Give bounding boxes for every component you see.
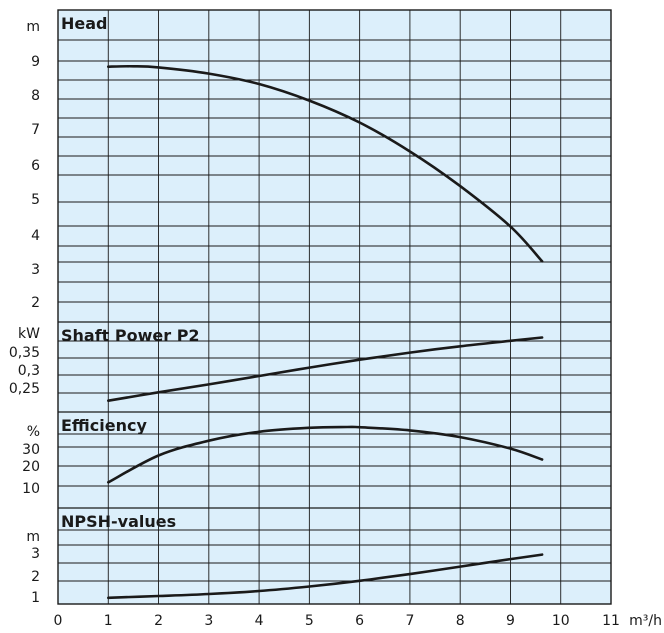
- efficiency-title: Efficiency: [61, 416, 147, 435]
- head-unit-label: m: [26, 19, 40, 35]
- x-tick-label: 11: [602, 613, 620, 629]
- shaft-power-p2-y-tick-label: 0,35: [9, 345, 40, 361]
- efficiency-y-tick-label: 30: [22, 442, 40, 458]
- npsh-values-y-tick-label: 2: [31, 569, 40, 585]
- head-y-tick-label: 2: [31, 295, 40, 311]
- shaft-power-p2-unit-label: kW: [18, 326, 40, 342]
- plot-area: [58, 10, 611, 604]
- x-tick-label: 2: [154, 613, 163, 629]
- head-curve: [107, 64, 544, 263]
- x-tick-label: 8: [456, 613, 465, 629]
- efficiency-unit-label: %: [27, 424, 40, 440]
- npsh-values-unit-label: m: [26, 529, 40, 545]
- efficiency-y-tick-label: 10: [22, 481, 40, 497]
- shaft-power-p2-curve: [107, 336, 544, 402]
- efficiency-y-tick-label: 20: [22, 459, 40, 475]
- head-y-tick-label: 3: [31, 262, 40, 278]
- head-y-tick-label: 7: [31, 122, 40, 138]
- head-y-tick-label: 9: [31, 54, 40, 70]
- x-tick-label: 1: [104, 613, 113, 629]
- x-tick-label: 5: [305, 613, 314, 629]
- shaft-power-p2-y-tick-label: 0,25: [9, 381, 40, 397]
- x-axis-unit: m³/h: [629, 613, 662, 629]
- shaft-power-p2-y-tick-label: 0,3: [18, 363, 40, 379]
- npsh-values-y-tick-label: 1: [31, 590, 40, 606]
- npsh-values-y-tick-label: 3: [31, 546, 40, 562]
- head-y-tick-label: 6: [31, 158, 40, 174]
- x-tick-label: 4: [255, 613, 264, 629]
- shaft-power-p2-title: Shaft Power P2: [61, 326, 200, 345]
- chart-curves: [107, 64, 544, 600]
- x-tick-label: 7: [405, 613, 414, 629]
- chart-grid: [57, 9, 612, 605]
- efficiency-curve: [107, 425, 544, 484]
- npsh-values-title: NPSH-values: [61, 512, 176, 531]
- x-tick-label: 9: [506, 613, 515, 629]
- chart-labels: Head m 9 8 7 6 5 4 3 2 Shaft Power P2 kW 0,35 0,3 0,25…: [9, 14, 662, 629]
- chart-background: [58, 10, 611, 604]
- head-y-tick-label: 4: [31, 228, 40, 244]
- x-tick-label: 0: [54, 613, 63, 629]
- x-tick-label: 10: [552, 613, 570, 629]
- head-y-tick-label: 5: [31, 192, 40, 208]
- plot-frame: [57, 9, 612, 605]
- head-title: Head: [61, 14, 108, 33]
- x-tick-label: 6: [355, 613, 364, 629]
- npsh-values-curve: [107, 553, 544, 600]
- head-y-tick-label: 8: [31, 88, 40, 104]
- x-tick-label: 3: [204, 613, 213, 629]
